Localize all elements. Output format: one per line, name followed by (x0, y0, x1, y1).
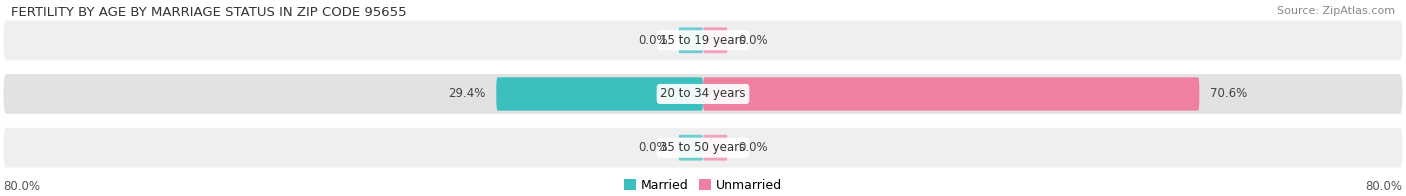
Text: 0.0%: 0.0% (738, 141, 768, 154)
Text: 0.0%: 0.0% (738, 34, 768, 47)
Text: 0.0%: 0.0% (638, 34, 668, 47)
Legend: Married, Unmarried: Married, Unmarried (624, 179, 782, 192)
Text: 80.0%: 80.0% (3, 180, 41, 193)
FancyBboxPatch shape (496, 77, 703, 111)
Text: 29.4%: 29.4% (449, 87, 486, 101)
FancyBboxPatch shape (3, 128, 1403, 168)
FancyBboxPatch shape (703, 135, 728, 161)
FancyBboxPatch shape (678, 135, 703, 161)
Text: 80.0%: 80.0% (1365, 180, 1403, 193)
Text: Source: ZipAtlas.com: Source: ZipAtlas.com (1277, 6, 1395, 16)
FancyBboxPatch shape (3, 20, 1403, 60)
Text: 70.6%: 70.6% (1209, 87, 1247, 101)
Text: 35 to 50 years: 35 to 50 years (661, 141, 745, 154)
FancyBboxPatch shape (703, 27, 728, 53)
FancyBboxPatch shape (703, 77, 1199, 111)
Text: 15 to 19 years: 15 to 19 years (661, 34, 745, 47)
Text: 0.0%: 0.0% (638, 141, 668, 154)
Text: FERTILITY BY AGE BY MARRIAGE STATUS IN ZIP CODE 95655: FERTILITY BY AGE BY MARRIAGE STATUS IN Z… (11, 6, 406, 19)
Text: 20 to 34 years: 20 to 34 years (661, 87, 745, 101)
FancyBboxPatch shape (678, 27, 703, 53)
FancyBboxPatch shape (3, 74, 1403, 114)
